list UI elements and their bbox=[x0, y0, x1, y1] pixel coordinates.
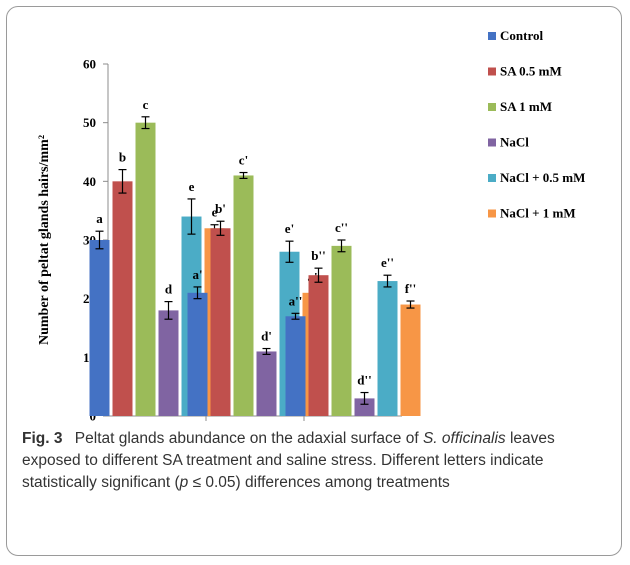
bar-chart: 0102030405060Number of peltat glands hai… bbox=[37, 28, 585, 430]
y-tick-label: 50 bbox=[83, 115, 96, 130]
bar bbox=[112, 181, 133, 416]
bar bbox=[354, 398, 375, 416]
significance-label: e bbox=[189, 179, 195, 194]
legend-label: SA 1 mM bbox=[500, 99, 552, 114]
bar bbox=[331, 245, 352, 416]
significance-label: c bbox=[143, 97, 149, 112]
bar bbox=[89, 240, 110, 416]
bar bbox=[135, 122, 156, 417]
y-tick-label: 40 bbox=[83, 174, 96, 189]
caption-text-1: Peltat glands abundance on the adaxial s… bbox=[74, 430, 423, 447]
legend-swatch bbox=[488, 67, 496, 76]
significance-label: d' bbox=[261, 329, 272, 344]
bar bbox=[210, 228, 231, 416]
significance-label: c' bbox=[239, 153, 248, 168]
y-axis-title: Number of peltat glands hairs/mm² bbox=[37, 135, 52, 345]
y-tick-label: 60 bbox=[83, 57, 96, 72]
bar bbox=[158, 310, 179, 416]
legend-swatch bbox=[488, 209, 496, 218]
caption-text-2: leaves exposed to different SA treatment… bbox=[22, 430, 555, 491]
significance-label: e' bbox=[285, 221, 294, 236]
bar bbox=[187, 292, 208, 416]
figure-caption: Fig. 3 Peltat glands abundance on the ad… bbox=[22, 428, 614, 494]
bar bbox=[400, 304, 421, 416]
legend-swatch bbox=[488, 138, 496, 147]
bar bbox=[285, 316, 306, 416]
significance-label: a' bbox=[192, 267, 202, 282]
significance-label: c'' bbox=[335, 220, 348, 235]
legend-label: NaCl + 0.5 mM bbox=[500, 170, 585, 185]
bar bbox=[377, 281, 398, 416]
significance-label: b'' bbox=[311, 248, 325, 263]
legend-label: NaCl bbox=[500, 135, 529, 150]
caption-text-3: ≤ 0.05) differences among treatments bbox=[188, 474, 450, 491]
caption-species: S. officinalis bbox=[422, 430, 506, 447]
x-tick-label: Basal zone bbox=[128, 429, 187, 430]
x-tick-label: Apical zone bbox=[321, 429, 386, 430]
significance-label: d bbox=[165, 282, 173, 297]
legend-swatch bbox=[488, 103, 496, 111]
legend-label: Control bbox=[500, 28, 543, 43]
legend-swatch bbox=[488, 174, 496, 182]
legend-label: NaCl + 1 mM bbox=[500, 206, 576, 221]
significance-label: e bbox=[212, 205, 218, 220]
significance-label: b bbox=[119, 150, 126, 165]
figure-label: Fig. 3 bbox=[22, 430, 63, 447]
caption-p-symbol: p bbox=[179, 474, 189, 491]
significance-label: a'' bbox=[289, 293, 303, 308]
significance-label: f'' bbox=[405, 281, 417, 296]
bar bbox=[308, 275, 329, 416]
significance-label: a bbox=[96, 211, 103, 226]
legend-swatch bbox=[488, 32, 496, 40]
significance-label: b' bbox=[215, 201, 226, 216]
bar bbox=[233, 175, 254, 416]
x-tick-label: Central zone bbox=[219, 429, 290, 430]
bar bbox=[256, 351, 277, 416]
significance-label: d'' bbox=[357, 373, 371, 388]
legend-label: SA 0.5 mM bbox=[500, 64, 562, 79]
significance-label: e'' bbox=[381, 255, 394, 270]
